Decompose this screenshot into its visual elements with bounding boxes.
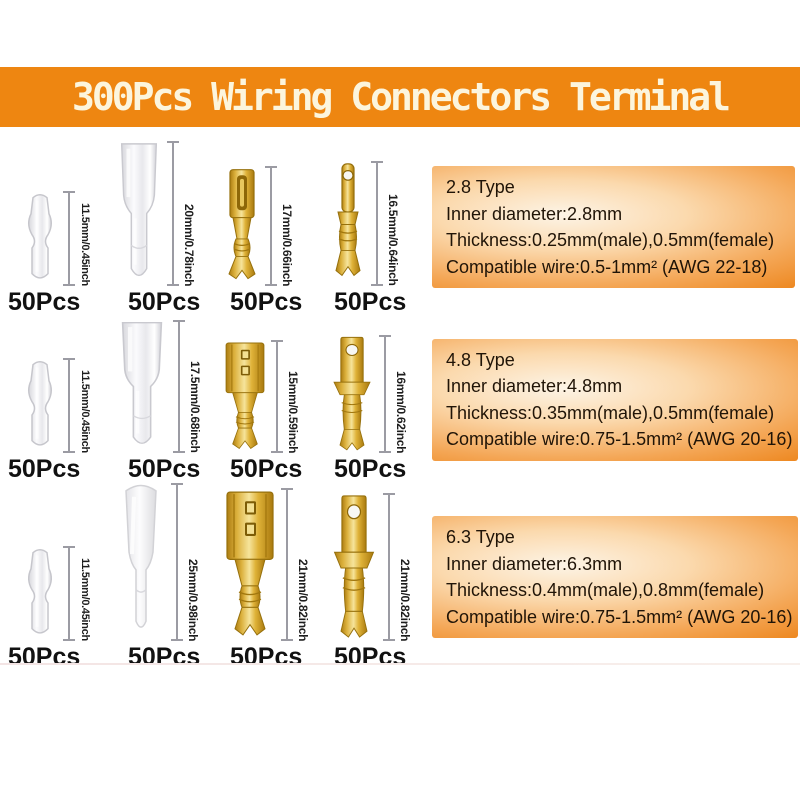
spec-compatible-wire: Compatible wire:0.75-1.5mm² (AWG 20-16) xyxy=(446,429,793,449)
bullet-sleeve-figure: 11.5mm/0.45inch xyxy=(8,358,100,453)
spec-thickness: Thickness:0.4mm(male),0.8mm(female) xyxy=(446,580,765,600)
measure-bracket xyxy=(173,320,185,453)
bullet-sleeve-figure: 11.5mm/0.45inch xyxy=(8,546,100,641)
product-cell: 17.5mm/0.68inch 50Pcs xyxy=(100,320,212,483)
spec-type-title: 6.3 Type xyxy=(446,527,515,547)
female-insulation-sleeve-image xyxy=(114,483,168,641)
female-insulation-sleeve-image xyxy=(114,141,164,286)
product-cell: 20mm/0.78inch 50Pcs xyxy=(100,141,212,316)
spec-thickness: Thickness:0.25mm(male),0.5mm(female) xyxy=(446,230,775,250)
product-row-4.8-type: 11.5mm/0.45inch 50Pcs 17.5mm/0.68inch 50… xyxy=(0,316,800,483)
bullet-insulation-sleeve-image xyxy=(20,191,60,286)
spec-box-2.8-type: 2.8 Type Inner diameter:2.8mm Thickness:… xyxy=(432,166,795,288)
female-terminal-image xyxy=(222,488,278,641)
size-label: 21mm/0.82inch xyxy=(398,558,412,641)
female-insulation-sleeve-image xyxy=(114,320,170,453)
product-cell: 21mm/0.82inch 50Pcs xyxy=(212,488,314,671)
measure-bracket xyxy=(383,493,395,641)
title-banner: 300Pcs Wiring Connectors Terminal xyxy=(0,67,800,127)
qty-label: 50Pcs xyxy=(8,455,81,483)
female-terminal-figure: 15mm/0.59inch xyxy=(212,340,314,453)
measure-bracket xyxy=(63,546,75,641)
product-cell: 11.5mm/0.45inch 50Pcs xyxy=(8,358,100,483)
measure-bracket xyxy=(63,358,75,453)
page-title: 300Pcs Wiring Connectors Terminal xyxy=(72,75,731,119)
size-label: 17.5mm/0.68inch xyxy=(188,361,202,453)
qty-label: 50Pcs xyxy=(230,288,303,316)
qty-label: 50Pcs xyxy=(334,288,407,316)
measure-bracket xyxy=(63,191,75,286)
size-label: 21mm/0.82inch xyxy=(296,558,310,641)
qty-label: 50Pcs xyxy=(8,643,81,671)
bullet-insulation-sleeve-image xyxy=(20,358,60,453)
bottom-divider xyxy=(0,663,800,665)
male-terminal-image xyxy=(328,161,368,286)
measure-bracket xyxy=(371,161,383,286)
male-terminal-image xyxy=(328,335,376,453)
spec-inner-diameter: Inner diameter:6.3mm xyxy=(446,553,623,574)
qty-label: 50Pcs xyxy=(230,455,303,483)
bullet-insulation-sleeve-image xyxy=(20,546,60,641)
measure-bracket xyxy=(167,141,179,286)
size-label: 17mm/0.66inch xyxy=(280,203,294,286)
spec-compatible-wire: Compatible wire:0.5-1mm² (AWG 22-18) xyxy=(446,256,768,277)
measure-bracket xyxy=(171,483,183,641)
product-cell: 11.5mm/0.45inch 50Pcs xyxy=(8,546,100,671)
measure-bracket xyxy=(265,166,277,286)
product-cell: 17mm/0.66inch 50Pcs xyxy=(212,166,314,316)
product-cell: 16.5mm/0.64inch 50Pcs xyxy=(314,161,424,316)
spec-compatible-wire: Compatible wire:0.75-1.5mm² (AWG 20-16) xyxy=(446,606,793,627)
bullet-sleeve-figure: 11.5mm/0.45inch xyxy=(8,191,100,286)
product-rows: 11.5mm/0.45inch 50Pcs 20mm/0.78inch 50Pc… xyxy=(0,138,800,671)
qty-label: 50Pcs xyxy=(128,288,201,316)
male-terminal-image xyxy=(328,493,380,641)
product-row-6.3-type: 11.5mm/0.45inch 50Pcs 25mm/0.98inch 50Pc… xyxy=(0,483,800,671)
product-cell: 25mm/0.98inch 50Pcs xyxy=(100,483,212,671)
measure-bracket xyxy=(379,335,391,453)
female-terminal-image xyxy=(222,340,268,453)
female-terminal-figure: 21mm/0.82inch xyxy=(212,488,314,641)
measure-bracket xyxy=(271,340,283,453)
size-label: 16.5mm/0.64inch xyxy=(386,194,400,286)
size-label: 11.5mm/0.45inch xyxy=(79,558,91,641)
qty-label: 50Pcs xyxy=(334,455,407,483)
spec-inner-diameter: Inner diameter:4.8mm xyxy=(446,376,623,396)
qty-label: 50Pcs xyxy=(128,455,201,483)
qty-label: 50Pcs xyxy=(230,643,303,671)
male-terminal-figure: 16mm/0.62inch xyxy=(314,335,424,453)
size-label: 15mm/0.59inch xyxy=(286,370,300,453)
product-cell: 11.5mm/0.45inch 50Pcs xyxy=(8,191,100,316)
measure-bracket xyxy=(281,488,293,641)
sleeve-figure: 25mm/0.98inch xyxy=(100,483,212,641)
size-label: 11.5mm/0.45inch xyxy=(79,370,91,453)
qty-label: 50Pcs xyxy=(8,288,81,316)
size-label: 25mm/0.98inch xyxy=(186,558,200,641)
spec-box-6.3-type: 6.3 Type Inner diameter:6.3mm Thickness:… xyxy=(432,516,799,638)
size-label: 16mm/0.62inch xyxy=(394,370,408,453)
sleeve-figure: 17.5mm/0.68inch xyxy=(100,320,212,453)
spec-inner-diameter: Inner diameter:2.8mm xyxy=(446,203,623,224)
sleeve-figure: 20mm/0.78inch xyxy=(100,141,212,286)
male-terminal-figure: 21mm/0.82inch xyxy=(314,493,424,641)
qty-label: 50Pcs xyxy=(334,643,407,671)
product-cell: 16mm/0.62inch 50Pcs xyxy=(314,335,424,483)
qty-label: 50Pcs xyxy=(128,643,201,671)
size-label: 11.5mm/0.45inch xyxy=(79,203,91,286)
female-terminal-figure: 17mm/0.66inch xyxy=(212,166,314,286)
spec-thickness: Thickness:0.35mm(male),0.5mm(female) xyxy=(446,402,775,423)
spec-box-4.8-type: 4.8 Type Inner diameter:4.8mm Thickness:… xyxy=(432,338,799,461)
spec-type-title: 4.8 Type xyxy=(446,349,515,370)
product-cell: 15mm/0.59inch 50Pcs xyxy=(212,340,314,483)
product-row-2.8-type: 11.5mm/0.45inch 50Pcs 20mm/0.78inch 50Pc… xyxy=(0,138,800,316)
product-cell: 21mm/0.82inch 50Pcs xyxy=(314,493,424,671)
female-terminal-image xyxy=(222,166,262,286)
male-terminal-figure: 16.5mm/0.64inch xyxy=(314,161,424,286)
size-label: 20mm/0.78inch xyxy=(182,203,196,286)
spec-type-title: 2.8 Type xyxy=(446,177,515,197)
